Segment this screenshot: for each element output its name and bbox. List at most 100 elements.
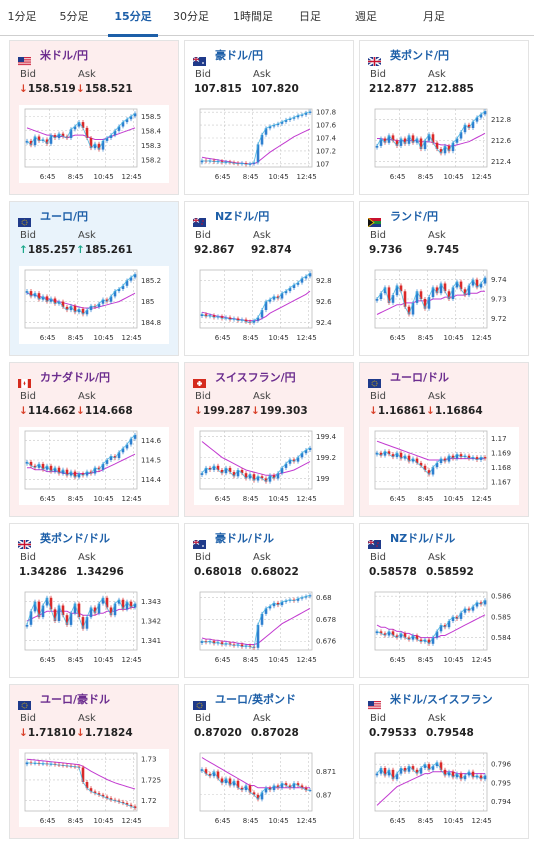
candle-body <box>415 138 419 143</box>
candle-body <box>276 123 280 126</box>
rate-card[interactable]: ユーロ/英ポンド Bid Ask 0.87020 0.87028 6:45 8:45 10:4… <box>184 684 354 839</box>
bid-value: 114.662 <box>27 405 76 417</box>
mini-candlestick-chart[interactable]: 6:45 8:45 10:45 12:45 92.8 92.6 92.4 <box>194 266 344 344</box>
currency-pair-link[interactable]: カナダドル/円 <box>40 371 111 384</box>
y-tick-label: 107.2 <box>316 147 336 155</box>
y-tick-label: 107.6 <box>316 122 337 130</box>
au-flag-icon <box>192 51 206 66</box>
currency-pair-link[interactable]: 米ドル/円 <box>40 49 89 62</box>
ask-value-group: 212.885 <box>426 83 474 95</box>
rate-card[interactable]: ユーロ/豪ドル Bid Ask ↓1.71810 ↓1.71824 6:45 8:45 10:… <box>9 684 179 839</box>
tab-日足[interactable]: 日足 <box>299 10 321 23</box>
tab-月足[interactable]: 月足 <box>423 10 445 23</box>
tab-5分足[interactable]: 5分足 <box>59 10 89 23</box>
candle-body <box>451 616 455 621</box>
ask-label: Ask <box>78 391 96 402</box>
x-tick-label: 12:45 <box>472 173 492 181</box>
currency-pair-link[interactable]: 豪ドル/ドル <box>215 532 275 545</box>
mini-candlestick-chart[interactable]: 6:45 8:45 10:45 12:45 185.2 185 184.8 <box>19 266 169 344</box>
mini-candlestick-chart[interactable]: 6:45 8:45 10:45 12:45 0.796 0.795 0.794 <box>369 749 519 827</box>
candle-body <box>105 460 109 464</box>
currency-pair-link[interactable]: ランド/円 <box>390 210 439 223</box>
currency-pair-link[interactable]: 豪ドル/円 <box>215 49 264 62</box>
y-tick-label: 0.795 <box>491 779 511 787</box>
mini-candlestick-chart[interactable]: 6:45 8:45 10:45 12:45 212.8 212.6 212.4 <box>369 105 519 183</box>
candle-body <box>383 138 387 143</box>
currency-pair-link[interactable]: 米ドル/スイスフラン <box>390 693 493 706</box>
rate-card[interactable]: ユーロ/ドル Bid Ask ↓1.16861 ↓1.16864 6:45 8:45 10:4… <box>359 362 529 517</box>
plot-frame <box>374 752 488 812</box>
rate-card[interactable]: 豪ドル/ドル Bid Ask 0.68018 0.68022 6:45 8:45 10:45 1… <box>184 523 354 678</box>
x-tick-label: 6:45 <box>215 817 231 825</box>
candle-body <box>272 296 276 300</box>
mini-candlestick-chart[interactable]: 6:45 8:45 10:45 12:45 9.74 9.73 9.72 <box>369 266 519 344</box>
bid-label: Bid <box>195 69 211 80</box>
bid-value-group: ↓114.662 <box>19 405 76 417</box>
mini-candlestick-chart[interactable]: 6:45 8:45 10:45 12:45 0.871 0.87 <box>194 749 344 827</box>
rate-card[interactable]: 豪ドル/円 Bid Ask 107.815 107.820 6:45 8:45 10:45 12… <box>184 40 354 195</box>
mini-candlestick-chart[interactable]: 6:45 8:45 10:45 12:45 1.73 1.725 1.72 <box>19 749 169 827</box>
currency-pair-link[interactable]: ユーロ/ドル <box>390 371 450 384</box>
tab-15分足[interactable]: 15分足 <box>104 0 162 37</box>
candle-body <box>431 766 435 770</box>
y-tick-label: 107.4 <box>316 135 337 143</box>
mini-candlestick-chart[interactable]: 6:45 8:45 10:45 12:45 0.586 0.585 0.584 <box>369 588 519 666</box>
rate-card[interactable]: 英ポンド/ドル Bid Ask 1.34286 1.34296 6:45 8:45 10:45… <box>9 523 179 678</box>
currency-pair-link[interactable]: 英ポンド/円 <box>390 49 450 62</box>
bid-value-group: 1.34286 <box>19 566 76 578</box>
x-tick-label: 10:45 <box>94 656 114 664</box>
moving-average-line <box>26 292 136 309</box>
rate-card[interactable]: 米ドル/円 Bid Ask ↓158.519 ↓158.521 6:45 8:45 10:45… <box>9 40 179 195</box>
candle-body <box>224 643 228 645</box>
candle-body <box>407 766 411 772</box>
rate-card[interactable]: 英ポンド/円 Bid Ask 212.877 212.885 6:45 8:45 10:45 1… <box>359 40 529 195</box>
candle-body <box>129 116 133 120</box>
rate-card[interactable]: NZドル/ドル Bid Ask 0.58578 0.58592 6:45 8:45 10:45… <box>359 523 529 678</box>
mini-candlestick-chart[interactable]: 6:45 8:45 10:45 12:45 114.6 114.5 114.4 <box>19 427 169 505</box>
currency-pair-link[interactable]: ユーロ/豪ドル <box>40 693 111 706</box>
candle-body <box>399 768 403 774</box>
currency-pair-link[interactable]: ユーロ/円 <box>40 210 89 223</box>
candle-body <box>296 282 300 285</box>
candle-body <box>61 469 65 474</box>
currency-pair-link[interactable]: NZドル/円 <box>215 210 270 223</box>
trend-down-arrow-icon: ↓ <box>19 405 28 417</box>
candle-body <box>443 625 447 628</box>
candle-body <box>467 608 471 611</box>
mini-candlestick-chart[interactable]: 6:45 8:45 10:45 12:45 1.343 1.342 1.341 <box>19 588 169 666</box>
mini-candlestick-chart[interactable]: 6:45 8:45 10:45 12:45 199.4 199.2 199 <box>194 427 344 505</box>
candle-body <box>252 474 256 481</box>
mini-candlestick-chart[interactable]: 6:45 8:45 10:45 12:45 107.8 107.6 107.4 107.2 10… <box>194 105 344 183</box>
currency-pair-link[interactable]: 英ポンド/ドル <box>40 532 111 545</box>
currency-pair-link[interactable]: ユーロ/英ポンド <box>215 693 297 706</box>
candle-body <box>383 287 387 294</box>
ask-value-group: 107.820 <box>251 83 299 95</box>
candle-body <box>260 792 264 800</box>
rate-card[interactable]: スイスフラン/円 Bid Ask ↓199.287 ↓199.303 6:45 8:45 10… <box>184 362 354 517</box>
candle-body <box>395 773 399 780</box>
mini-candlestick-chart[interactable]: 6:45 8:45 10:45 12:45 0.68 0.678 0.676 <box>194 588 344 666</box>
rate-card[interactable]: ランド/円 Bid Ask 9.736 9.745 6:45 8:45 10:45 12:45 9… <box>359 201 529 356</box>
x-tick-label: 6:45 <box>215 334 231 342</box>
rate-card[interactable]: ユーロ/円 Bid Ask ↑185.257 ↑185.261 6:45 8:45 10:45… <box>9 201 179 356</box>
candle-body <box>133 806 137 809</box>
currency-pair-link[interactable]: スイスフラン/円 <box>215 371 296 384</box>
tab-週足[interactable]: 週足 <box>355 10 377 23</box>
candle-body <box>240 787 244 791</box>
bid-label: Bid <box>370 552 386 563</box>
ask-label: Ask <box>428 713 446 724</box>
mini-candlestick-chart[interactable]: 6:45 8:45 10:45 12:45 1.17 1.169 1.168 1.167 <box>369 427 519 505</box>
candle-body <box>33 293 37 297</box>
tab-30分足[interactable]: 30分足 <box>173 10 209 23</box>
candle-body <box>200 641 204 643</box>
tab-1分足[interactable]: 1分足 <box>7 10 37 23</box>
currency-pair-link[interactable]: NZドル/ドル <box>390 532 456 545</box>
rate-card[interactable]: 米ドル/スイスフラン Bid Ask 0.79533 0.79548 6:45 8:45 10… <box>359 684 529 839</box>
mini-candlestick-chart[interactable]: 6:45 8:45 10:45 12:45 158.5 158.4 158.3 158.2 <box>19 105 169 183</box>
candle-body <box>419 639 423 642</box>
tab-1時間足[interactable]: 1時間足 <box>233 10 273 23</box>
rate-card[interactable]: NZドル/円 Bid Ask 92.867 92.874 6:45 8:45 10:45 12:… <box>184 201 354 356</box>
candle-body <box>53 467 57 472</box>
rate-card[interactable]: カナダドル/円 Bid Ask ↓114.662 ↓114.668 6:45 8:45 10:… <box>9 362 179 517</box>
candle-body <box>240 163 244 165</box>
